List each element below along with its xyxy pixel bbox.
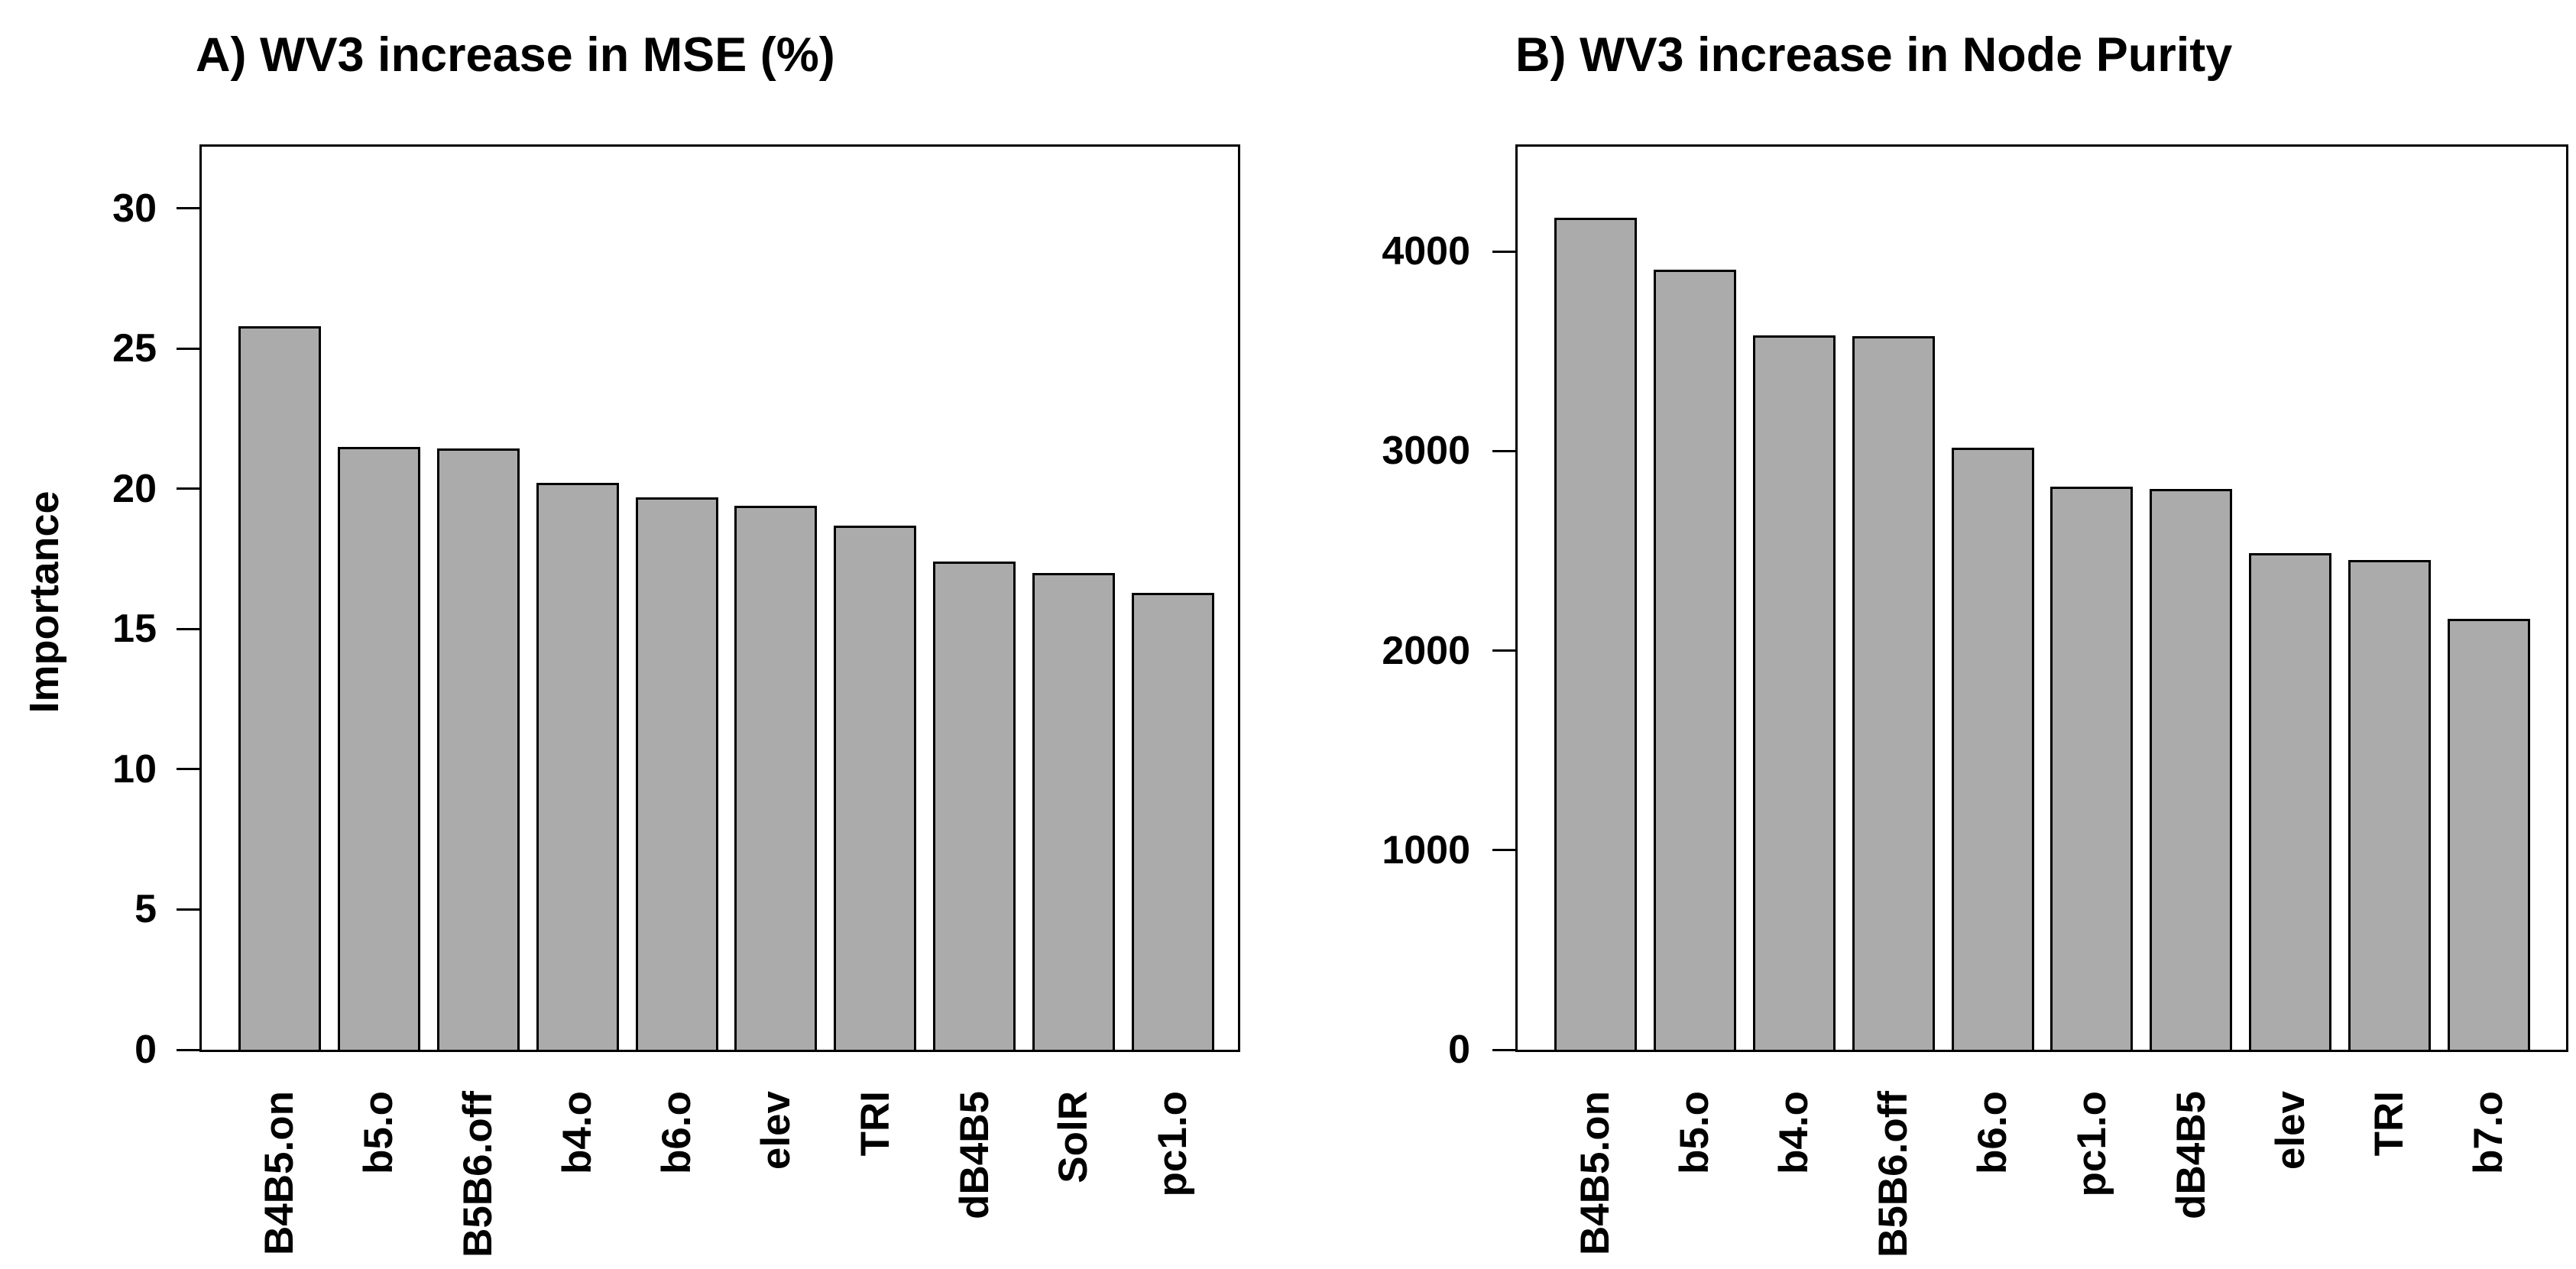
panel-a-y-tick-label-30: 30 [112, 186, 157, 231]
panel-b-bar-b4.o [1752, 335, 1836, 1052]
panel-b-bar-TRI [2348, 559, 2432, 1052]
panel-a-y-tick-25 [177, 347, 199, 350]
panel-a-y-tick-label-0: 0 [134, 1028, 157, 1072]
panel-a-plot-box [199, 144, 1240, 1052]
panel-a-bar-elev [734, 505, 818, 1052]
panel-b-y-tick-label-2000: 2000 [1382, 628, 1470, 673]
panel-b-bar-B4B5.on [1554, 217, 1637, 1052]
panel-a-bar-B5B6.off [436, 448, 520, 1052]
panel-b-bar-B5B6.off [1852, 336, 1935, 1052]
panel-b-y-tick-0 [1492, 1048, 1515, 1051]
panel-a-y-tick-5 [177, 908, 199, 911]
panel-a-x-category-label-B4B5.on: B4B5.on [256, 1091, 302, 1255]
panel-b-bar-b6.o [1951, 448, 2034, 1052]
panel-a-x-category-label-SolR: SolR [1051, 1091, 1097, 1183]
panel-b-y-tick-2000 [1492, 649, 1515, 652]
panel-b-x-category-label-b7.o: b7.o [2466, 1091, 2512, 1174]
panel-b-y-tick-4000 [1492, 250, 1515, 253]
panel-a-bar-b5.o [337, 446, 420, 1052]
panel-b-bar-elev [2249, 552, 2332, 1052]
panel-a-y-tick-30 [177, 207, 199, 210]
panel-a-x-category-label-TRI: TRI [852, 1091, 898, 1157]
panel-b-y-tick-label-3000: 3000 [1382, 429, 1470, 474]
panel-b-x-category-label-elev: elev [2267, 1091, 2313, 1170]
panel-a-x-category-label-b6.o: b6.o [653, 1091, 699, 1174]
panel-a-x-category-label-b5.o: b5.o [355, 1091, 401, 1174]
panel-a-bar-b4.o [536, 483, 619, 1052]
panel-b-x-category-label-B4B5.on: B4B5.on [1572, 1091, 1618, 1255]
panel-b-bar-dB4B5 [2150, 488, 2233, 1052]
panel-b-x-category-label-b4.o: b4.o [1771, 1091, 1816, 1174]
panel-a-y-tick-label-10: 10 [112, 746, 157, 792]
panel-a-x-category-label-pc1.o: pc1.o [1150, 1091, 1196, 1197]
panel-a-bar-dB4B5 [933, 562, 1016, 1052]
panel-a-bar-SolR [1032, 572, 1116, 1052]
panel-a-bar-b6.o [635, 497, 718, 1052]
panel-a-y-tick-label-25: 25 [112, 326, 157, 371]
panel-b-y-tick-label-0: 0 [1448, 1028, 1470, 1072]
panel-a-title: A) WV3 increase in MSE (%) [196, 28, 835, 82]
panel-a-x-category-label-b4.o: b4.o [554, 1091, 600, 1174]
panel-b-title: B) WV3 increase in Node Purity [1515, 28, 2233, 82]
panel-b-plot-box [1515, 144, 2568, 1052]
panel-a-bar-B4B5.on [238, 325, 321, 1052]
panel-a-y-tick-10 [177, 768, 199, 771]
panel-b-x-category-label-B5B6.off: B5B6.off [1870, 1091, 1916, 1258]
panel-a-y-tick-15 [177, 627, 199, 630]
panel-b-y-tick-label-4000: 4000 [1382, 229, 1470, 274]
panel-b-bar-b7.o [2448, 618, 2531, 1052]
panel-b-y-tick-1000 [1492, 849, 1515, 852]
panel-b-y-tick-3000 [1492, 449, 1515, 452]
panel-b-y-tick-label-1000: 1000 [1382, 827, 1470, 872]
panel-b-x-category-label-dB4B5: dB4B5 [2168, 1091, 2214, 1219]
panel-b-bar-pc1.o [2050, 487, 2134, 1052]
panel-a-bar-TRI [834, 525, 917, 1052]
panel-a-y-tick-20 [177, 487, 199, 490]
panel-a-x-category-label-dB4B5: dB4B5 [951, 1091, 997, 1219]
panel-b-x-category-label-TRI: TRI [2367, 1091, 2412, 1157]
panel-a-y-tick-0 [177, 1048, 199, 1051]
panel-b-x-category-label-b5.o: b5.o [1671, 1091, 1717, 1174]
panel-b-bar-b5.o [1653, 269, 1736, 1052]
panel-a-y-tick-label-5: 5 [134, 887, 157, 932]
panel-a-x-category-label-B5B6.off: B5B6.off [455, 1091, 501, 1258]
panel-a-bar-pc1.o [1132, 592, 1215, 1052]
panel-a-y-tick-label-20: 20 [112, 466, 157, 511]
panel-a-x-category-label-elev: elev [753, 1091, 799, 1170]
panel-b-x-category-label-b6.o: b6.o [1969, 1091, 2015, 1174]
panel-a-y-tick-label-15: 15 [112, 607, 157, 652]
panel-b-x-category-label-pc1.o: pc1.o [2069, 1091, 2114, 1197]
